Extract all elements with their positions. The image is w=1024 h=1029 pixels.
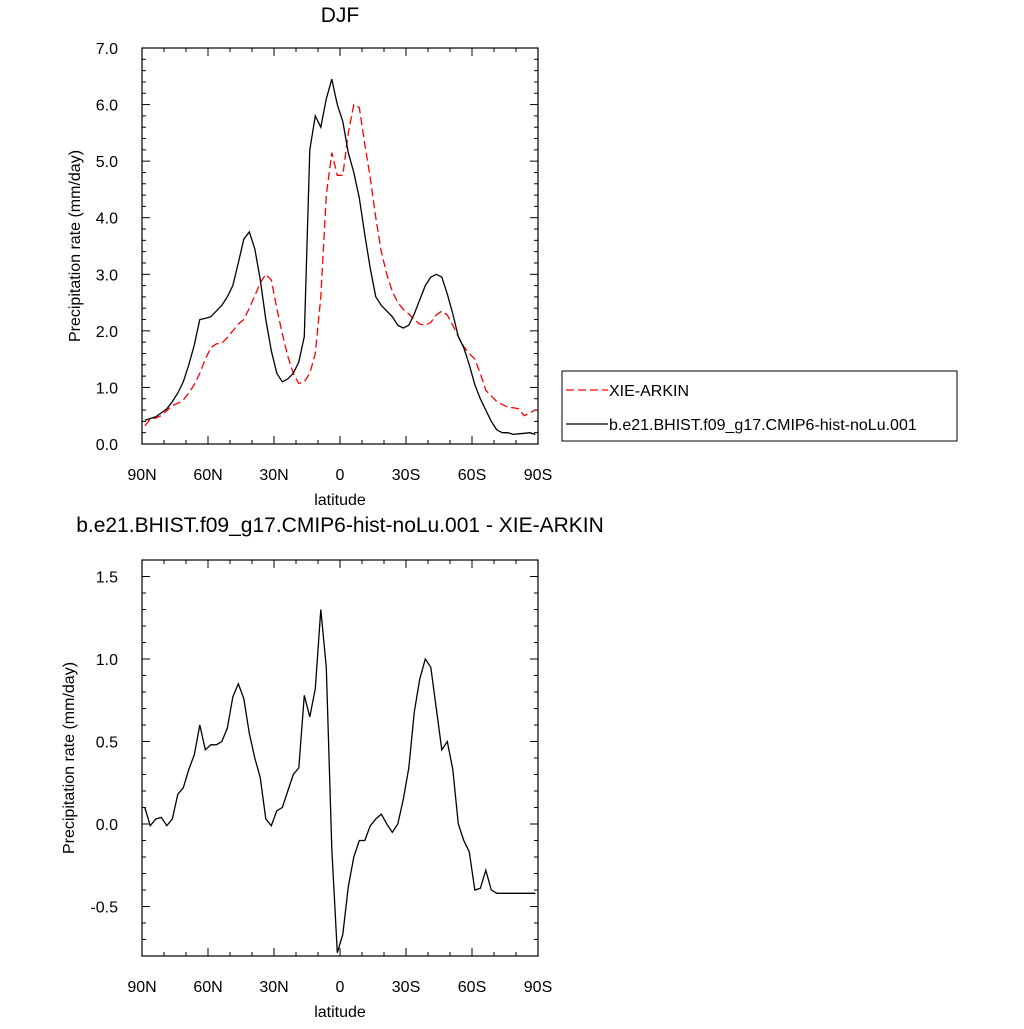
x-tick-label: 90S	[524, 979, 552, 996]
x-tick-label: 60N	[193, 467, 222, 484]
y-tick-label: -0.5	[90, 900, 118, 917]
x-tick-label: 0	[336, 979, 345, 996]
y-tick-label: 7.0	[96, 41, 118, 58]
plot-frame	[141, 47, 539, 445]
x-tick-label: 60S	[458, 979, 486, 996]
x-axis-label: latitude	[314, 492, 366, 509]
x-tick-label: 30S	[392, 979, 420, 996]
x-tick-label: 90S	[524, 467, 552, 484]
y-tick-label: 1.0	[96, 652, 118, 669]
panel-difference: b.e21.BHIST.f09_g17.CMIP6-hist-noLu.001 …	[61, 514, 604, 1021]
legend-box	[561, 370, 958, 442]
x-tick-label: 60N	[193, 979, 222, 996]
y-tick-label: 2.0	[96, 324, 118, 341]
y-tick-label: 1.0	[96, 380, 118, 397]
y-axis-label: Precipitation rate (mm/day)	[61, 662, 78, 854]
x-tick-label: 30N	[259, 467, 288, 484]
y-tick-label: 6.0	[96, 98, 118, 115]
legend-label: b.e21.BHIST.f09_g17.CMIP6-hist-noLu.001	[609, 417, 917, 434]
x-tick-label: 30S	[392, 467, 420, 484]
y-tick-label: 0.0	[96, 817, 118, 834]
panel-djf: DJF latitude Precipitation rate (mm/day) 90…	[67, 4, 958, 509]
y-tick-label: 4.0	[96, 211, 118, 228]
y-axis-label: Precipitation rate (mm/day)	[67, 150, 84, 342]
y-tick-label: 0.5	[96, 735, 118, 752]
x-axis-label: latitude	[314, 1004, 366, 1021]
x-tick-label: 60S	[458, 467, 486, 484]
series-line-1	[144, 78, 536, 436]
chart-title: b.e21.BHIST.f09_g17.CMIP6-hist-noLu.001 …	[76, 514, 604, 537]
x-tick-label: 90N	[127, 979, 156, 996]
plot-frame	[141, 559, 539, 957]
legend: XIE-ARKIN b.e21.BHIST.f09_g17.CMIP6-hist-…	[561, 370, 958, 442]
x-tick-label: 90N	[127, 467, 156, 484]
x-tick-label: 30N	[259, 979, 288, 996]
y-tick-label: 1.5	[96, 570, 118, 587]
y-tick-label: 0.0	[96, 437, 118, 454]
series-line-0	[144, 609, 536, 953]
y-tick-label: 5.0	[96, 154, 118, 171]
y-tick-label: 3.0	[96, 267, 118, 284]
x-tick-label: 0	[336, 467, 345, 484]
legend-label: XIE-ARKIN	[609, 383, 689, 400]
chart-title: DJF	[321, 4, 360, 27]
series-line-0	[144, 103, 536, 427]
